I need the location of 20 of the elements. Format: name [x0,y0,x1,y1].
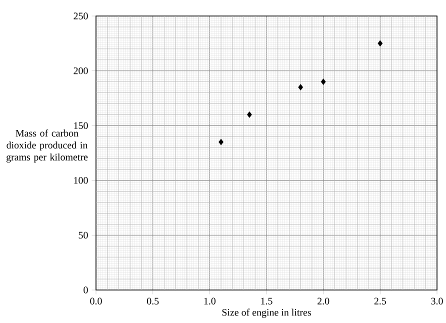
point [247,111,252,118]
y-tick-label: 0 [84,286,88,294]
y-tick-label: 250 [74,12,88,20]
x-tick-label: 2.0 [318,298,330,305]
x-tick-label: 2.5 [374,298,386,305]
point [378,40,383,47]
y-tick-label: 50 [78,232,88,239]
point [320,78,326,85]
x-tick-label: 3.0 [431,298,443,305]
x-tick-label: 1.5 [261,298,272,304]
x-tick-label: 0.5 [146,298,159,305]
x-tick-label: 0.0 [90,298,102,305]
y-axis-title: Mass of carbon dioxide produced in grams per kilometre [6,129,88,163]
point [298,84,304,90]
x-axis-title: Size of engine in litres [222,308,311,318]
y-tick-label: 150 [74,122,88,129]
x-tick-label: 1.0 [204,298,216,305]
point [218,138,224,146]
y-tick-label: 100 [74,177,88,184]
y-tick-label: 200 [74,67,88,74]
